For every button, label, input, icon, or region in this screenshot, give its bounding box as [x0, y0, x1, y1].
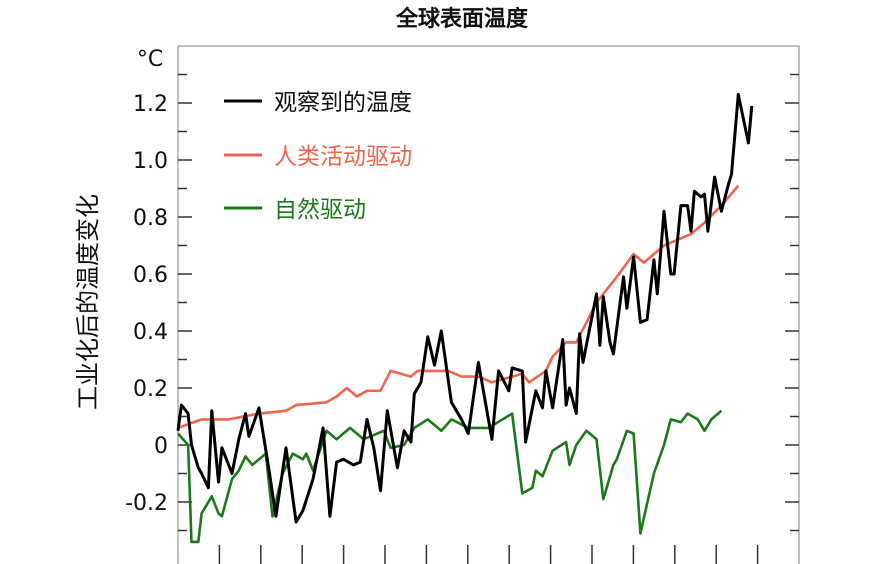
- legend-label: 自然驱动: [274, 197, 366, 223]
- y-tick-label: 0.2: [133, 377, 168, 402]
- legend-label: 人类活动驱动: [274, 144, 412, 170]
- legend-label: 观察到的温度: [274, 90, 412, 116]
- y-tick-label: 1.2: [133, 92, 168, 117]
- y-tick-label: 0.8: [133, 206, 168, 231]
- y-tick-label: 0.4: [133, 320, 168, 345]
- series-line-1: [177, 184, 740, 430]
- plot-frame: [177, 45, 800, 564]
- y-tick-label: 0.6: [133, 263, 168, 288]
- y-tick-label: -0.2: [125, 491, 168, 516]
- chart-title: 全球表面温度: [395, 6, 529, 32]
- y-axis-label: 工业化后的温度变化: [74, 194, 102, 410]
- y-unit-label: °C: [137, 47, 163, 72]
- series-line-2: [177, 409, 723, 544]
- y-tick-label: 1.0: [133, 149, 168, 174]
- series-line-0: [176, 92, 754, 524]
- y-tick-label: 0: [154, 434, 168, 459]
